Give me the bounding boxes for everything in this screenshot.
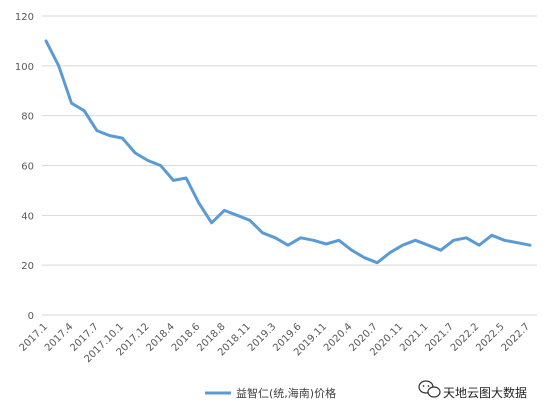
wechat-logo-icon <box>418 380 441 398</box>
legend: 益智仁(统,海南)价格 <box>205 386 336 400</box>
x-axis-tick-labels: 2017.12017.42017.72017.10.12017.122018.4… <box>18 321 533 365</box>
x-tick-label: 2022.7 <box>500 321 533 354</box>
watermark: 天地云图大数据 <box>418 380 527 400</box>
gridlines <box>42 15 537 266</box>
y-tick-label: 100 <box>15 62 34 73</box>
y-tick-label: 20 <box>21 261 34 272</box>
watermark-text: 天地云图大数据 <box>443 385 527 400</box>
y-tick-label: 0 <box>28 311 34 322</box>
y-tick-label: 60 <box>21 162 34 173</box>
y-tick-label: 40 <box>21 211 34 222</box>
series-line-price <box>44 39 532 265</box>
legend-label: 益智仁(统,海南)价格 <box>236 386 336 400</box>
y-tick-label: 80 <box>21 112 34 123</box>
y-tick-label: 120 <box>15 12 34 23</box>
y-axis-tick-labels: 0 20 40 60 80 100 120 <box>15 12 34 322</box>
